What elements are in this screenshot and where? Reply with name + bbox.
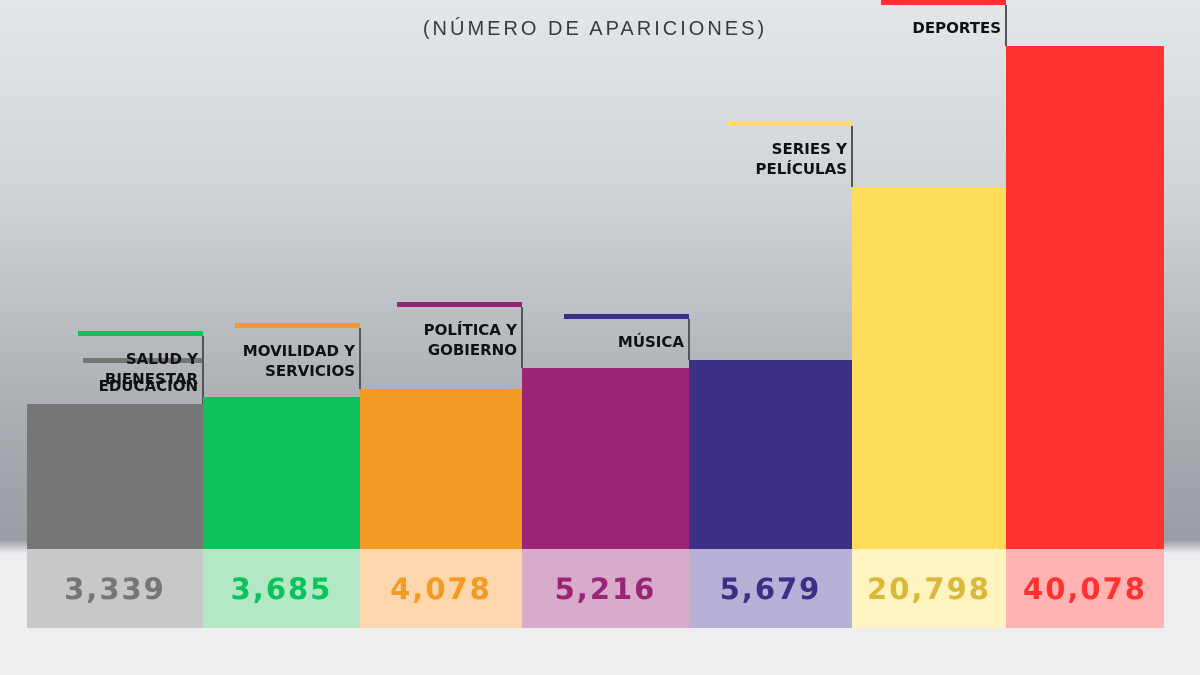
value-label-deportes: 40,078 (1006, 549, 1164, 628)
label-marker-politica-y-gobierno (397, 302, 522, 307)
label-connector-musica (688, 319, 690, 360)
label-marker-educacion (83, 358, 203, 363)
category-label-line: SALUD Y (125, 350, 198, 368)
category-label-line: GOBIERNO (427, 341, 517, 359)
category-label-line: BIENESTAR (104, 370, 198, 388)
category-label-salud-y-bienestar: SALUD Y BIENESTAR (48, 349, 198, 389)
bar-politica-y-gobierno (522, 368, 689, 549)
category-label-line: PELÍCULAS (755, 160, 847, 178)
label-marker-musica (564, 314, 689, 319)
label-marker-movilidad-y-servicios (235, 323, 360, 328)
value-label-educacion: 3,339 (27, 549, 203, 628)
bar-movilidad-y-servicios (360, 389, 522, 549)
value-label-musica: 5,679 (689, 549, 852, 628)
label-marker-deportes (881, 0, 1006, 5)
chart-subtitle: (NÚMERO DE APARICIONES) (422, 18, 768, 40)
category-label-politica-y-gobierno: POLÍTICA Y GOBIERNO (367, 320, 517, 360)
value-label-movilidad-y-servicios: 4,078 (360, 549, 522, 628)
category-label-line: EDUCACIÓN (98, 377, 198, 395)
category-label-line: SERIES Y (771, 140, 847, 158)
category-label-educacion: EDUCACIÓN (48, 376, 198, 396)
label-connector-salud-y-bienestar (202, 336, 204, 397)
category-label-line: MOVILIDAD Y (242, 342, 355, 360)
category-label-line: SERVICIOS (265, 362, 355, 380)
value-label-politica-y-gobierno: 5,216 (522, 549, 689, 628)
category-label-line: DEPORTES (912, 19, 1001, 37)
bar-deportes (1006, 46, 1164, 549)
category-label-movilidad-y-servicios: MOVILIDAD Y SERVICIOS (205, 341, 355, 381)
category-label-line: MÚSICA (617, 333, 684, 351)
category-label-musica: MÚSICA (534, 332, 684, 352)
bar-musica (689, 360, 852, 549)
category-label-deportes: DEPORTES (851, 18, 1001, 38)
value-label-salud-y-bienestar: 3,685 (203, 549, 360, 628)
label-connector-series-y-peliculas (851, 126, 853, 187)
label-connector-movilidad-y-servicios (359, 328, 361, 389)
bar-series-y-peliculas (852, 187, 1006, 549)
category-label-series-y-peliculas: SERIES Y PELÍCULAS (697, 139, 847, 179)
bar-salud-y-bienestar (203, 397, 360, 549)
value-label-series-y-peliculas: 20,798 (852, 549, 1006, 628)
bar-educacion (27, 404, 203, 549)
label-marker-salud-y-bienestar (78, 331, 203, 336)
label-connector-deportes (1005, 5, 1007, 46)
category-label-line: POLÍTICA Y (423, 321, 517, 339)
label-connector-politica-y-gobierno (521, 307, 523, 368)
label-marker-series-y-peliculas (727, 121, 852, 126)
